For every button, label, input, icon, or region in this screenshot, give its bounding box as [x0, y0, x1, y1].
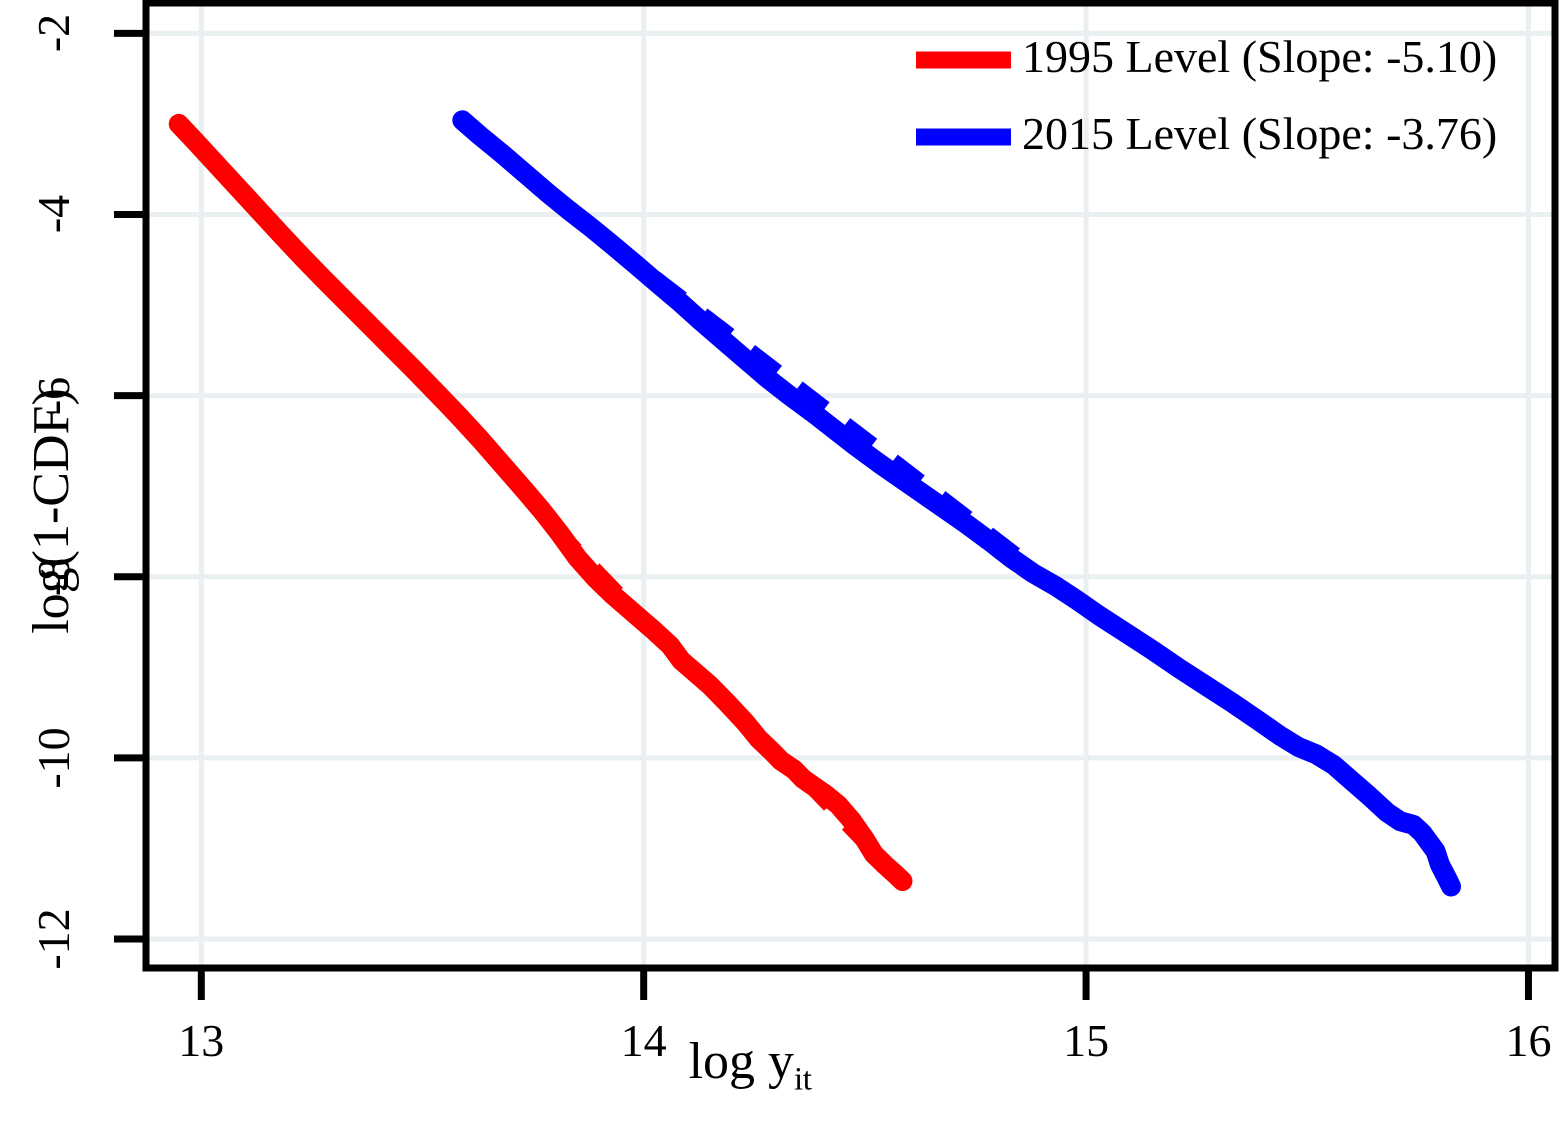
data-line-series-0	[168, 113, 913, 892]
plot-frame	[142, 0, 1559, 972]
plot-border	[142, 0, 1559, 972]
x-axis-title-text: log y	[688, 1033, 795, 1090]
data-series-layer	[168, 110, 1462, 897]
axis-ticks	[114, 29, 1532, 1000]
y-tick-label: -4	[28, 195, 79, 234]
data-line-series-1	[452, 110, 1462, 897]
y-tick-label: -2	[28, 14, 79, 53]
x-tick-label: 15	[1063, 1015, 1110, 1066]
y-axis-title: log(1-CDF)	[23, 388, 80, 634]
x-tick-label: 16	[1505, 1015, 1552, 1066]
x-axis-title: log yit	[600, 1036, 900, 1096]
x-tick-label: 14	[620, 1015, 667, 1066]
legend-marks	[916, 51, 1011, 146]
legend-label-1: 2015 Level (Slope: -3.76)	[1022, 108, 1498, 159]
gridlines	[146, 3, 1555, 968]
legend-label-0: 1995 Level (Slope: -5.10)	[1022, 31, 1498, 82]
y-tick-label: -12	[28, 908, 79, 970]
x-axis-title-subscript: it	[794, 1061, 812, 1098]
x-tick-label: 13	[178, 1015, 225, 1066]
y-tick-label: -10	[28, 727, 79, 789]
